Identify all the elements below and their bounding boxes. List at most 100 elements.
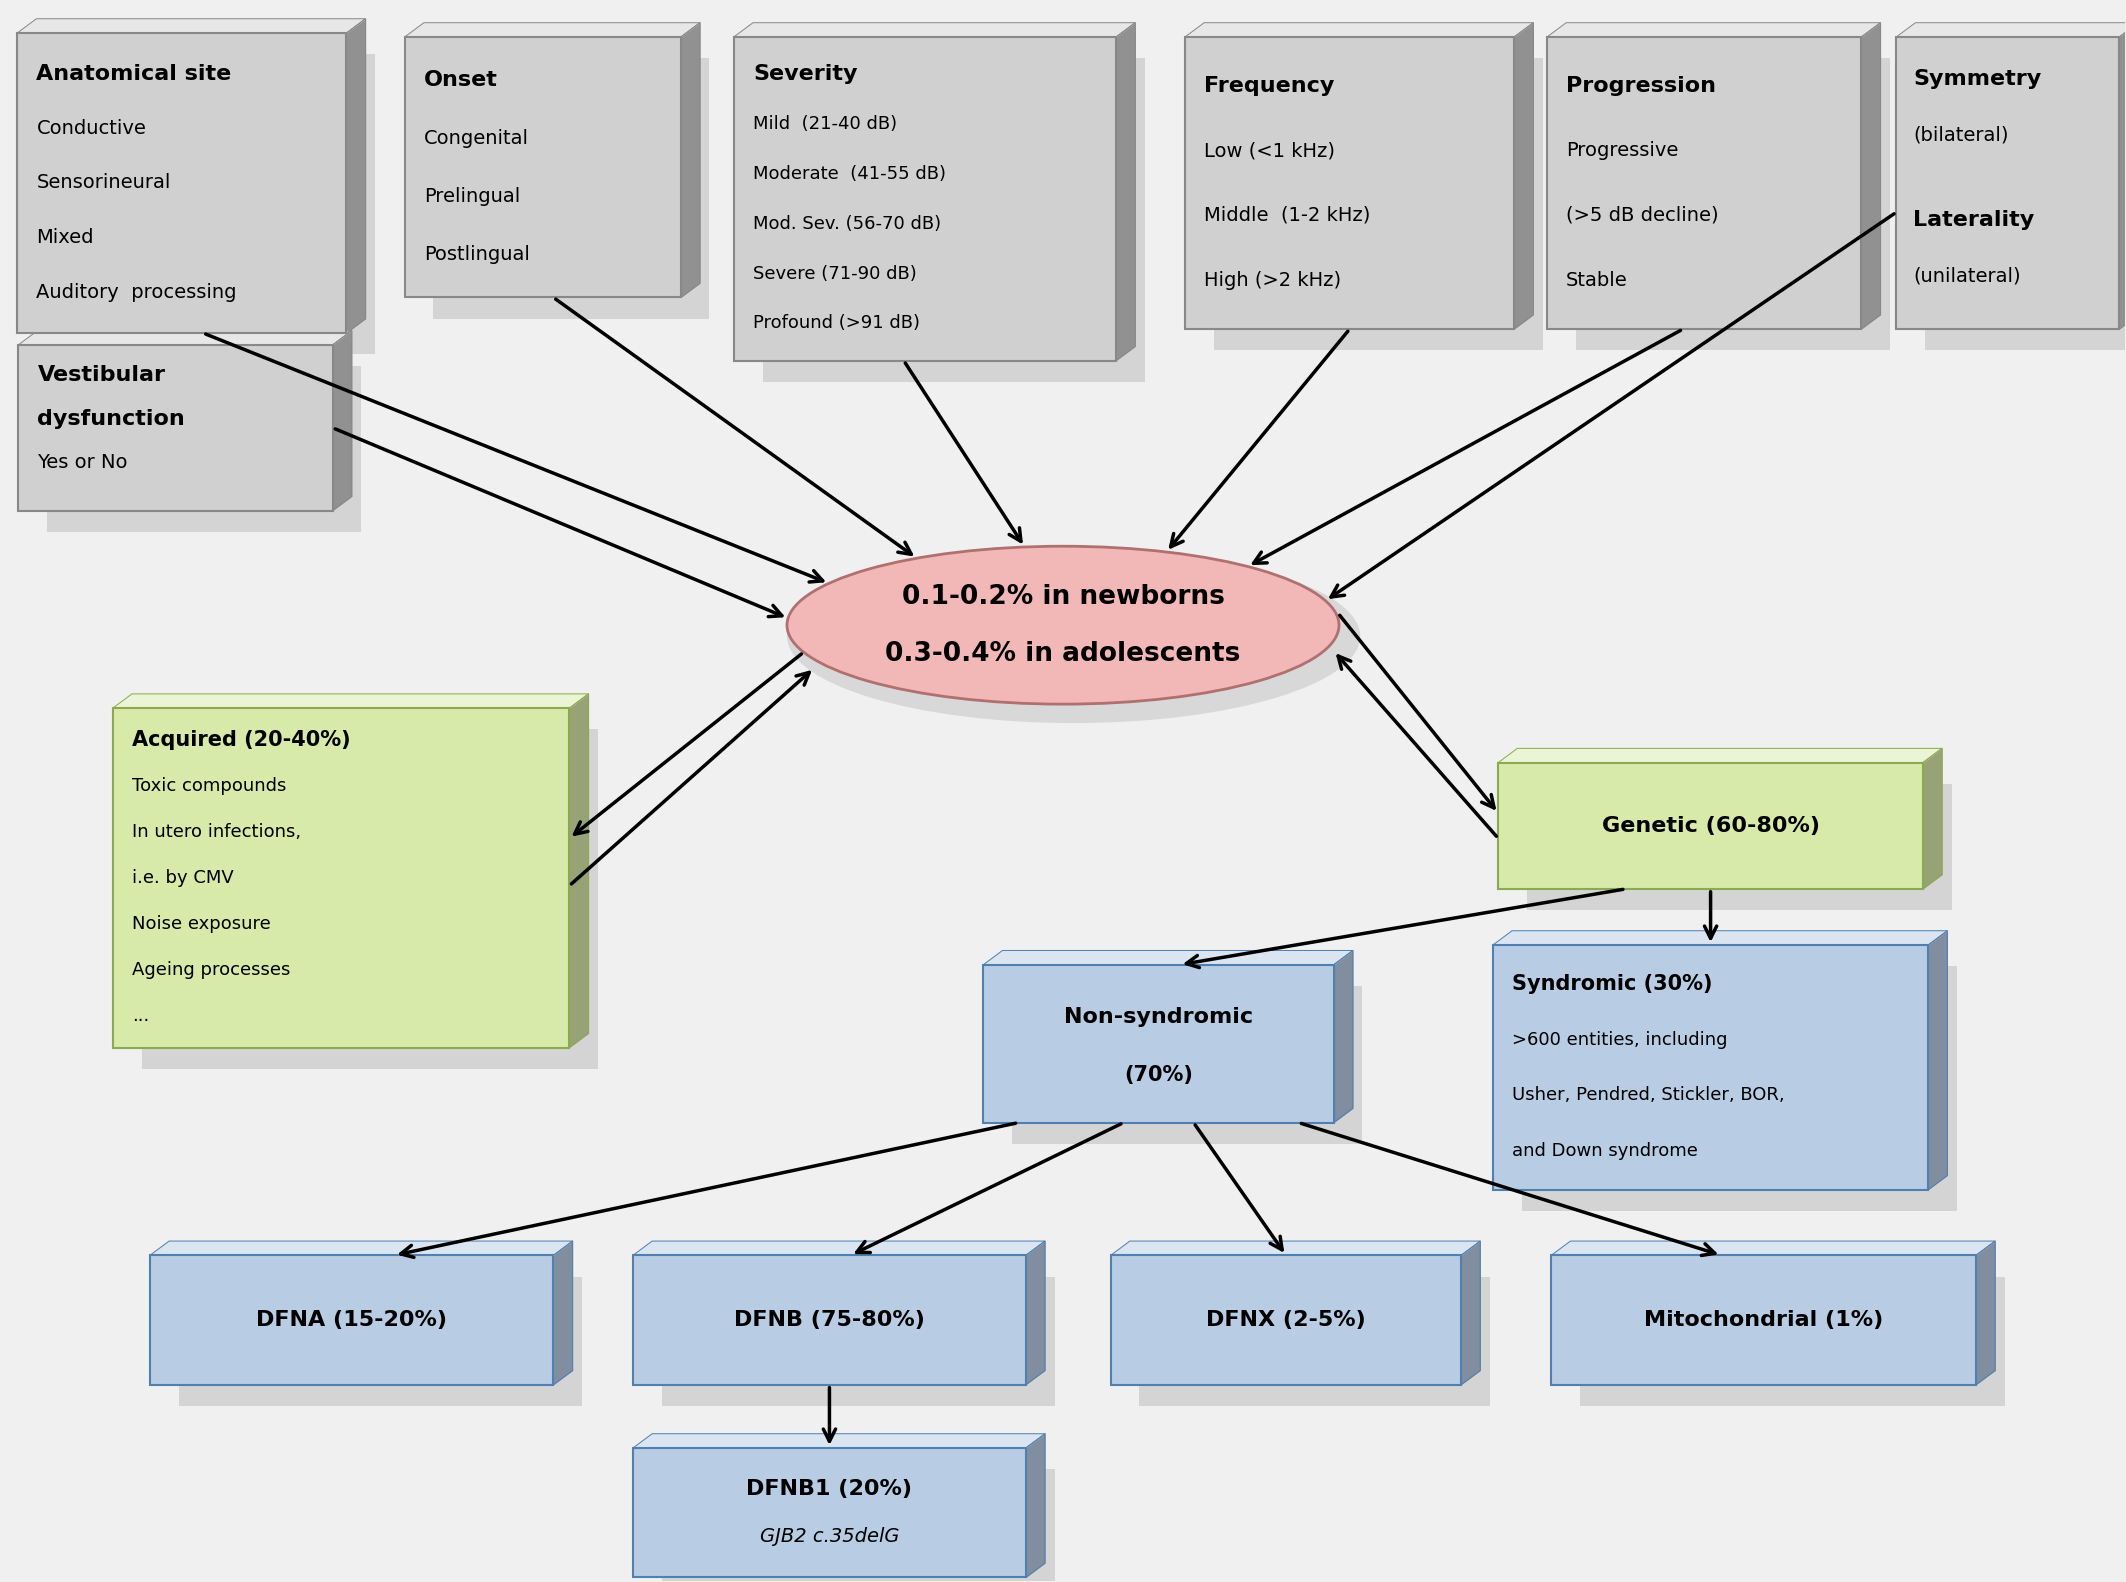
Text: Severe (71-90 dB): Severe (71-90 dB) <box>753 264 916 283</box>
FancyBboxPatch shape <box>763 59 1144 381</box>
Polygon shape <box>1922 748 1941 889</box>
Text: Auditory  processing: Auditory processing <box>36 283 236 302</box>
Text: and Down syndrome: and Down syndrome <box>1512 1142 1699 1160</box>
FancyBboxPatch shape <box>434 59 710 320</box>
FancyBboxPatch shape <box>1924 59 2126 350</box>
Polygon shape <box>2120 22 2126 329</box>
Polygon shape <box>1110 1240 1480 1255</box>
Polygon shape <box>1461 1240 1480 1384</box>
Text: GJB2 c.35delG: GJB2 c.35delG <box>759 1527 899 1546</box>
Polygon shape <box>1928 930 1947 1190</box>
Polygon shape <box>1184 22 1533 36</box>
Polygon shape <box>1552 1240 1994 1255</box>
Text: ...: ... <box>132 1006 149 1025</box>
Text: Mild  (21-40 dB): Mild (21-40 dB) <box>753 115 897 133</box>
Polygon shape <box>1548 22 1879 36</box>
Text: (bilateral): (bilateral) <box>1913 125 2009 144</box>
Ellipse shape <box>787 546 1339 704</box>
Text: Noise exposure: Noise exposure <box>132 914 270 933</box>
FancyBboxPatch shape <box>17 33 347 334</box>
Text: Yes or No: Yes or No <box>38 452 128 471</box>
Text: DFNX (2-5%): DFNX (2-5%) <box>1205 1310 1365 1330</box>
Polygon shape <box>1116 22 1135 361</box>
Text: >600 entities, including: >600 entities, including <box>1512 1030 1728 1049</box>
FancyBboxPatch shape <box>1526 785 1952 910</box>
Text: i.e. by CMV: i.e. by CMV <box>132 869 234 888</box>
FancyBboxPatch shape <box>404 36 680 297</box>
FancyBboxPatch shape <box>179 1277 583 1406</box>
Ellipse shape <box>797 549 1329 701</box>
FancyBboxPatch shape <box>661 1277 1054 1406</box>
Text: (>5 dB decline): (>5 dB decline) <box>1567 206 1718 225</box>
FancyBboxPatch shape <box>1012 986 1363 1144</box>
Text: Stable: Stable <box>1567 271 1629 290</box>
Polygon shape <box>1027 1240 1046 1384</box>
Text: Congenital: Congenital <box>423 128 529 147</box>
FancyBboxPatch shape <box>984 965 1333 1123</box>
Polygon shape <box>680 22 699 297</box>
Polygon shape <box>332 331 351 511</box>
Polygon shape <box>984 951 1352 965</box>
Text: Moderate  (41-55 dB): Moderate (41-55 dB) <box>753 165 946 184</box>
FancyBboxPatch shape <box>47 54 374 354</box>
Polygon shape <box>1862 22 1879 329</box>
Text: DFNB1 (20%): DFNB1 (20%) <box>746 1479 912 1500</box>
FancyBboxPatch shape <box>1492 944 1928 1190</box>
Text: (70%): (70%) <box>1125 1065 1193 1085</box>
FancyBboxPatch shape <box>1214 59 1543 350</box>
Text: (unilateral): (unilateral) <box>1913 266 2022 285</box>
Text: Profound (>91 dB): Profound (>91 dB) <box>753 315 921 332</box>
FancyBboxPatch shape <box>634 1448 1027 1577</box>
Text: Sensorineural: Sensorineural <box>36 174 170 193</box>
FancyBboxPatch shape <box>47 365 361 532</box>
Text: Non-syndromic: Non-syndromic <box>1063 1006 1252 1027</box>
Text: 0.3-0.4% in adolescents: 0.3-0.4% in adolescents <box>884 641 1242 666</box>
Polygon shape <box>570 694 589 1047</box>
FancyBboxPatch shape <box>113 709 570 1047</box>
Text: Low (<1 kHz): Low (<1 kHz) <box>1203 141 1335 160</box>
Polygon shape <box>634 1240 1046 1255</box>
FancyBboxPatch shape <box>142 729 597 1069</box>
Ellipse shape <box>793 549 1333 702</box>
FancyBboxPatch shape <box>1499 763 1922 889</box>
Text: Genetic (60-80%): Genetic (60-80%) <box>1601 816 1820 835</box>
Text: Mod. Sev. (56-70 dB): Mod. Sev. (56-70 dB) <box>753 215 942 233</box>
Text: High (>2 kHz): High (>2 kHz) <box>1203 271 1342 290</box>
FancyBboxPatch shape <box>1140 1277 1490 1406</box>
FancyBboxPatch shape <box>1552 1255 1975 1384</box>
Polygon shape <box>553 1240 572 1384</box>
Polygon shape <box>634 1433 1046 1448</box>
Text: Vestibular: Vestibular <box>38 365 166 386</box>
Text: Mixed: Mixed <box>36 228 94 247</box>
Polygon shape <box>733 22 1135 36</box>
Text: Prelingual: Prelingual <box>423 187 521 206</box>
Text: Toxic compounds: Toxic compounds <box>132 777 287 796</box>
Polygon shape <box>1896 22 2126 36</box>
Text: dysfunction: dysfunction <box>38 410 185 429</box>
FancyBboxPatch shape <box>1548 36 1862 329</box>
Text: DFNB (75-80%): DFNB (75-80%) <box>733 1310 925 1330</box>
FancyBboxPatch shape <box>733 36 1116 361</box>
Text: Frequency: Frequency <box>1203 76 1335 95</box>
Text: In utero infections,: In utero infections, <box>132 823 302 842</box>
Text: Syndromic (30%): Syndromic (30%) <box>1512 975 1714 993</box>
Polygon shape <box>1499 748 1941 763</box>
Ellipse shape <box>787 549 1361 723</box>
Text: Middle  (1-2 kHz): Middle (1-2 kHz) <box>1203 206 1371 225</box>
Text: Onset: Onset <box>423 70 497 90</box>
Text: Postlingual: Postlingual <box>423 245 529 264</box>
FancyBboxPatch shape <box>661 1470 1054 1582</box>
Polygon shape <box>151 1240 572 1255</box>
Polygon shape <box>113 694 589 709</box>
FancyBboxPatch shape <box>1580 1277 2005 1406</box>
Text: Acquired (20-40%): Acquired (20-40%) <box>132 731 351 750</box>
Text: Progressive: Progressive <box>1567 141 1680 160</box>
Polygon shape <box>1514 22 1533 329</box>
Polygon shape <box>1975 1240 1994 1384</box>
Ellipse shape <box>791 547 1335 702</box>
Polygon shape <box>404 22 699 36</box>
FancyBboxPatch shape <box>1184 36 1514 329</box>
FancyBboxPatch shape <box>1896 36 2120 329</box>
Polygon shape <box>19 331 351 345</box>
FancyBboxPatch shape <box>1522 967 1956 1212</box>
